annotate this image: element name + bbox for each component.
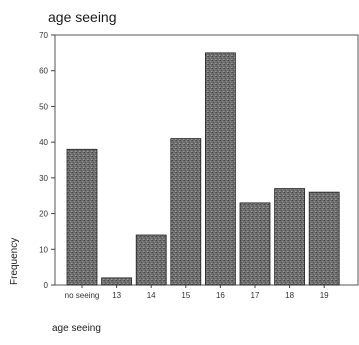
y-tick-label: 10 (39, 245, 48, 254)
y-tick-label: 70 (39, 31, 48, 40)
bar-19 (308, 191, 340, 286)
x-tick-label: 16 (216, 291, 225, 300)
y-axis-label: Frequency (9, 238, 20, 285)
x-tick-label: no seeing (65, 291, 100, 300)
x-tick-label: 18 (285, 291, 294, 300)
y-tick-label: 40 (39, 138, 48, 147)
bar-16 (204, 52, 236, 286)
y-tick-label: 30 (39, 174, 48, 183)
bar-17 (239, 202, 271, 286)
y-tick-label: 20 (39, 210, 48, 219)
bar-18 (274, 188, 306, 286)
bar-13 (101, 277, 132, 286)
chart-title: age seeing (48, 9, 117, 25)
x-tick-label: 14 (147, 291, 156, 300)
bars (66, 52, 340, 286)
x-axis: no seeing 13 14 15 16 17 18 19 (65, 285, 329, 300)
y-axis: 0 10 20 30 40 50 60 70 (39, 31, 55, 290)
y-tick-label: 60 (39, 67, 48, 76)
x-tick-label: 15 (181, 291, 190, 300)
y-tick-label: 0 (44, 281, 49, 290)
x-tick-label: 13 (112, 291, 121, 300)
x-tick-label: 17 (251, 291, 260, 300)
bar-no-seeing (66, 148, 98, 286)
bar-14 (135, 234, 167, 286)
x-axis-label: age seeing (52, 323, 101, 334)
y-tick-label: 50 (39, 102, 48, 111)
x-tick-label: 19 (320, 291, 329, 300)
bar-15 (170, 138, 202, 286)
